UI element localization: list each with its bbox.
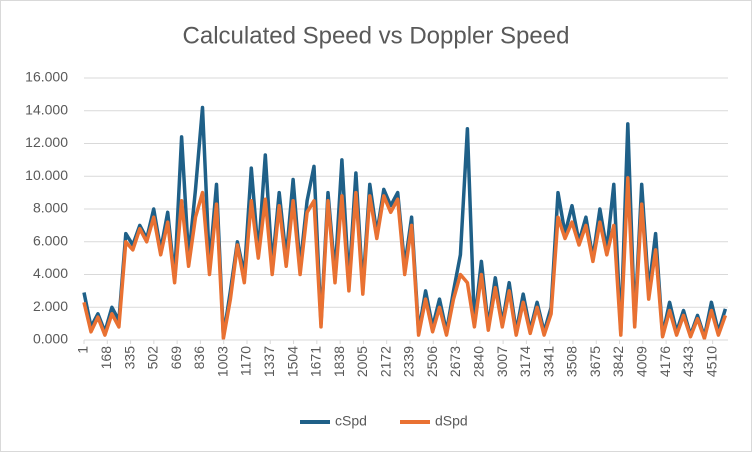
x-tick-label: 836 [191, 346, 207, 370]
y-tick-label: 0.000 [33, 331, 68, 347]
x-tick-label: 2339 [401, 346, 417, 377]
x-tick-label: 2673 [447, 346, 463, 377]
x-tick-label: 3007 [494, 346, 510, 377]
legend-label: cSpd [335, 413, 367, 429]
x-tick-label: 1 [75, 346, 91, 354]
y-tick-label: 10.000 [25, 167, 68, 183]
x-tick-label: 502 [145, 346, 161, 370]
y-tick-label: 12.000 [25, 134, 68, 150]
legend-label: dSpd [435, 413, 468, 429]
x-tick-label: 168 [98, 346, 114, 370]
x-tick-label: 4510 [703, 346, 719, 377]
y-tick-label: 6.000 [33, 232, 68, 248]
y-tick-label: 4.000 [33, 265, 68, 281]
x-tick-label: 1337 [261, 346, 277, 377]
x-tick-label: 2005 [354, 346, 370, 377]
x-tick-label: 3174 [517, 346, 533, 377]
x-tick-label: 2172 [377, 346, 393, 377]
x-tick-label: 4009 [634, 346, 650, 377]
y-tick-label: 8.000 [33, 200, 68, 216]
x-tick-label: 3675 [587, 346, 603, 377]
x-tick-label: 1170 [238, 346, 254, 376]
x-tick-label: 669 [168, 346, 184, 370]
x-tick-label: 3341 [540, 346, 556, 377]
x-tick-label: 4176 [657, 346, 673, 377]
x-tick-label: 1504 [284, 346, 300, 377]
series-line [82, 176, 728, 341]
x-tick-label: 4343 [680, 346, 696, 377]
x-tick-label: 3842 [610, 346, 626, 377]
x-tick-label: 1671 [308, 346, 324, 377]
x-tick-label: 1003 [214, 346, 230, 377]
y-tick-label: 2.000 [33, 298, 68, 314]
x-tick-label: 2840 [471, 346, 487, 377]
x-tick-label: 335 [121, 346, 137, 370]
x-tick-label: 1838 [331, 346, 347, 377]
chart-title: Calculated Speed vs Doppler Speed [183, 22, 570, 49]
y-tick-label: 16.000 [25, 69, 68, 85]
y-tick-label: 14.000 [25, 101, 68, 117]
x-tick-label: 2506 [424, 346, 440, 377]
x-tick-label: 3508 [564, 346, 580, 377]
